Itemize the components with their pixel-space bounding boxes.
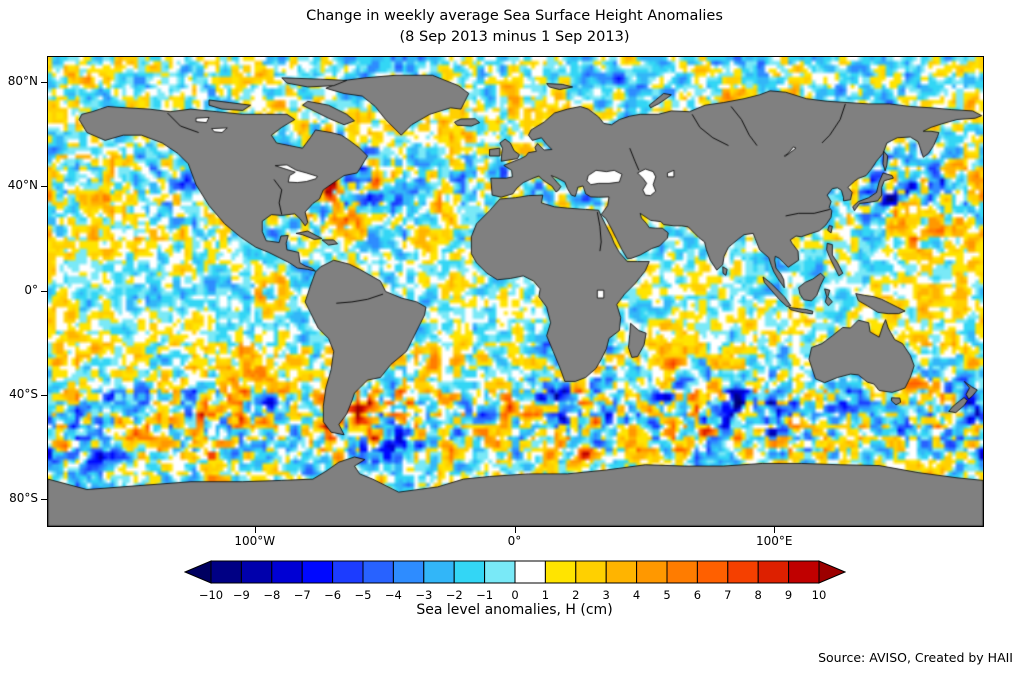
y-tick-label: 40°S [9, 386, 38, 401]
map-plot-frame [47, 56, 984, 527]
x-tick-mark [774, 527, 776, 533]
chart-title-line1: Change in weekly average Sea Surface Hei… [306, 8, 723, 24]
colorbar-tick-label: 3 [602, 588, 610, 602]
colorbar-svg [183, 560, 847, 584]
colorbar-tick-label: 0 [511, 588, 519, 602]
colorbar-tick-label: −3 [415, 588, 433, 602]
colorbar-tick-label: −7 [293, 588, 311, 602]
sea-surface-height-anomaly-map-canvas [48, 57, 983, 526]
colorbar-tick-label: −5 [354, 588, 372, 602]
colorbar-tick-label: −6 [324, 588, 342, 602]
colorbar-tick-label: 9 [784, 588, 793, 602]
y-tick-mark [41, 186, 47, 188]
colorbar-tick-label: 10 [811, 588, 827, 602]
y-tick-label: 40°N [7, 178, 38, 193]
colorbar-tick-label: 2 [572, 588, 580, 602]
colorbar-label: Sea level anomalies, H (cm) [416, 602, 613, 618]
colorbar-tick-label: −1 [476, 588, 494, 602]
x-tick-mark [254, 527, 256, 533]
colorbar-tick-label: −10 [198, 588, 224, 602]
source-credit: Source: AVISO, Created by HAII [818, 650, 1013, 665]
x-tick-label: 100°E [755, 534, 793, 548]
colorbar-tick-label: −4 [384, 588, 402, 602]
colorbar-tick-label: −2 [445, 588, 463, 602]
y-tick-label: 0° [24, 282, 38, 297]
x-tick-label: 0° [507, 534, 522, 548]
colorbar-tick-label: −8 [263, 588, 281, 602]
colorbar-tick-label: 5 [663, 588, 671, 602]
y-tick-mark [41, 82, 47, 84]
colorbar-tick-label: 4 [632, 588, 641, 602]
colorbar-tick-label: 7 [724, 588, 732, 602]
colorbar-tick-label: 1 [541, 588, 550, 602]
chart-title: Change in weekly average Sea Surface Hei… [47, 6, 982, 48]
colorbar-tick-label: 6 [693, 588, 702, 602]
colorbar-tick-label: −9 [232, 588, 250, 602]
x-tick-label: 100°W [234, 534, 276, 548]
y-tick-mark [41, 290, 47, 292]
colorbar [183, 560, 847, 584]
chart-title-line2: (8 Sep 2013 minus 1 Sep 2013) [399, 29, 630, 45]
colorbar-tick-label: 8 [754, 588, 762, 602]
y-tick-mark [41, 394, 47, 396]
y-tick-label: 80°N [7, 74, 38, 89]
y-tick-mark [41, 498, 47, 500]
y-tick-label: 80°S [9, 490, 38, 505]
x-tick-mark [514, 527, 516, 533]
